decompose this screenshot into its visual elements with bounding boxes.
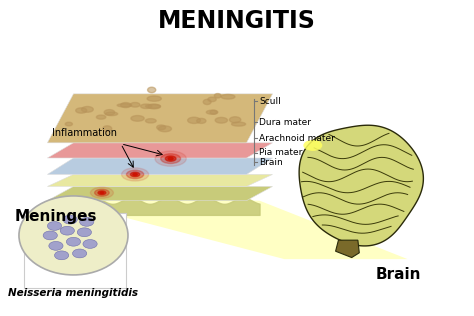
Text: Brain: Brain	[259, 158, 283, 167]
Text: MENINGITIS: MENINGITIS	[158, 9, 316, 33]
Ellipse shape	[55, 251, 69, 260]
Ellipse shape	[133, 173, 137, 175]
Ellipse shape	[82, 106, 93, 112]
Ellipse shape	[121, 168, 149, 181]
Ellipse shape	[147, 96, 161, 101]
Ellipse shape	[188, 117, 201, 124]
Polygon shape	[47, 94, 273, 143]
Ellipse shape	[91, 187, 113, 198]
Ellipse shape	[95, 189, 109, 196]
Ellipse shape	[165, 156, 176, 161]
Polygon shape	[47, 174, 273, 186]
Ellipse shape	[146, 118, 156, 123]
Ellipse shape	[214, 94, 221, 98]
Text: Dura mater: Dura mater	[259, 118, 311, 127]
Ellipse shape	[117, 104, 132, 107]
Ellipse shape	[141, 104, 152, 108]
Ellipse shape	[197, 118, 206, 124]
Ellipse shape	[49, 241, 63, 250]
Ellipse shape	[161, 154, 181, 163]
Ellipse shape	[104, 110, 115, 115]
Ellipse shape	[127, 170, 144, 179]
Ellipse shape	[231, 122, 246, 126]
Text: Inflammation: Inflammation	[52, 128, 117, 138]
Ellipse shape	[19, 196, 128, 275]
Polygon shape	[336, 240, 359, 258]
Text: Brain: Brain	[375, 267, 421, 282]
Ellipse shape	[130, 172, 140, 177]
Ellipse shape	[80, 217, 94, 226]
Text: Arachnoid mater: Arachnoid mater	[259, 134, 335, 143]
Text: Scull: Scull	[259, 97, 281, 106]
Ellipse shape	[229, 117, 241, 123]
Ellipse shape	[100, 192, 104, 194]
Text: Neisseria meningitidis: Neisseria meningitidis	[9, 288, 138, 298]
Ellipse shape	[215, 118, 228, 123]
Ellipse shape	[83, 240, 97, 248]
Ellipse shape	[147, 87, 156, 93]
Ellipse shape	[158, 126, 172, 132]
Ellipse shape	[130, 102, 140, 107]
Ellipse shape	[221, 94, 235, 99]
Ellipse shape	[60, 226, 74, 235]
Ellipse shape	[103, 126, 112, 131]
Ellipse shape	[73, 249, 87, 258]
Text: Meninges: Meninges	[14, 209, 97, 223]
Ellipse shape	[157, 125, 165, 130]
Polygon shape	[61, 201, 408, 259]
Ellipse shape	[63, 215, 77, 224]
Ellipse shape	[105, 112, 118, 116]
Ellipse shape	[131, 116, 144, 121]
Ellipse shape	[208, 97, 216, 102]
Ellipse shape	[203, 99, 211, 105]
Ellipse shape	[303, 140, 322, 151]
Ellipse shape	[146, 104, 161, 108]
Ellipse shape	[47, 222, 62, 230]
Ellipse shape	[76, 108, 87, 113]
Polygon shape	[47, 186, 273, 201]
Polygon shape	[47, 158, 273, 174]
Ellipse shape	[96, 115, 106, 119]
Ellipse shape	[65, 122, 73, 126]
Ellipse shape	[168, 157, 173, 160]
FancyBboxPatch shape	[24, 213, 126, 288]
Ellipse shape	[155, 151, 186, 166]
Ellipse shape	[210, 110, 217, 114]
Text: Pia mater: Pia mater	[259, 148, 303, 157]
Ellipse shape	[148, 104, 160, 109]
Polygon shape	[299, 125, 423, 246]
Polygon shape	[47, 143, 273, 158]
Ellipse shape	[43, 231, 57, 240]
Ellipse shape	[120, 103, 131, 108]
Ellipse shape	[206, 110, 218, 114]
Ellipse shape	[98, 191, 106, 195]
Ellipse shape	[77, 228, 91, 237]
Ellipse shape	[66, 237, 81, 246]
